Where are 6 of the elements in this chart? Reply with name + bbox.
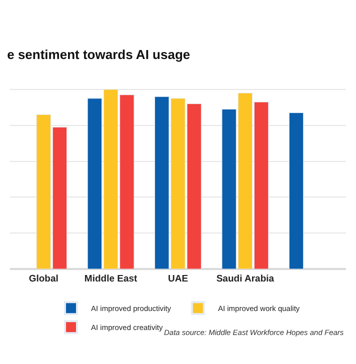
chart-title: e sentiment towards AI usage: [7, 47, 190, 62]
x-tick-label: UAE: [168, 273, 188, 284]
bar: [288, 112, 304, 269]
x-tick-label: Global: [28, 273, 58, 284]
x-tick-label: Saudi Arabia: [216, 273, 275, 284]
x-tick-label: Middle East: [84, 273, 138, 284]
